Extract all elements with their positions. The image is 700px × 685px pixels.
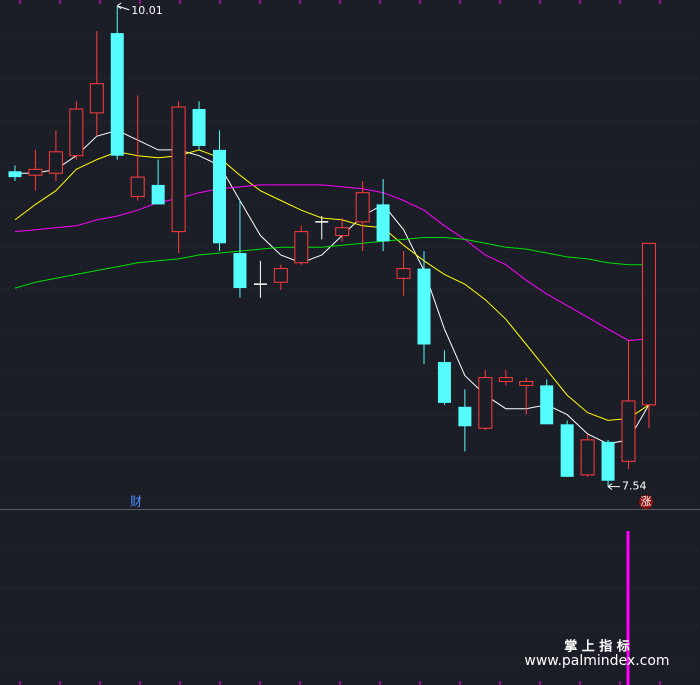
candle-body — [458, 406, 472, 427]
candle-body — [233, 253, 247, 289]
annotation-arrow — [116, 2, 130, 11]
candle-body — [151, 184, 165, 205]
candle-body — [621, 400, 636, 462]
annotation-arrow — [607, 483, 621, 490]
candle-body — [335, 227, 350, 237]
candle-body — [130, 176, 145, 198]
moving-average-line — [14, 237, 649, 289]
moving-average-line — [14, 184, 649, 342]
candle-body — [110, 33, 124, 156]
marker-badge — [639, 495, 653, 509]
candle-body — [417, 268, 431, 345]
candle-body — [540, 385, 554, 425]
watermark-title: 掌 上 指 标 — [564, 639, 630, 655]
candle-body — [171, 106, 186, 233]
candle-body — [48, 151, 63, 174]
candle-body — [560, 424, 574, 477]
candle-body — [519, 380, 534, 386]
candle-body — [69, 108, 84, 157]
low-annotation: 7.54 — [622, 480, 647, 493]
candle-body — [273, 268, 288, 283]
finance-marker: 财 — [130, 495, 142, 509]
candle-body — [641, 242, 656, 406]
candle-body — [89, 83, 104, 114]
candle-body — [294, 231, 309, 264]
rise-marker: 涨 — [641, 495, 652, 508]
candle-body — [192, 108, 206, 146]
candle-body — [478, 377, 493, 429]
watermark-url: www.palmindex.com — [524, 653, 669, 669]
candle-body — [437, 362, 451, 403]
candle-body — [396, 268, 411, 279]
candle-body — [376, 204, 390, 242]
candle-body — [498, 377, 513, 382]
candle-body — [580, 439, 595, 476]
candle-body — [8, 171, 22, 178]
candle-body — [213, 149, 226, 244]
candle-body — [28, 168, 43, 176]
candle-body — [601, 441, 615, 481]
high-annotation: 10.01 — [131, 4, 163, 17]
candle-body — [355, 192, 370, 223]
